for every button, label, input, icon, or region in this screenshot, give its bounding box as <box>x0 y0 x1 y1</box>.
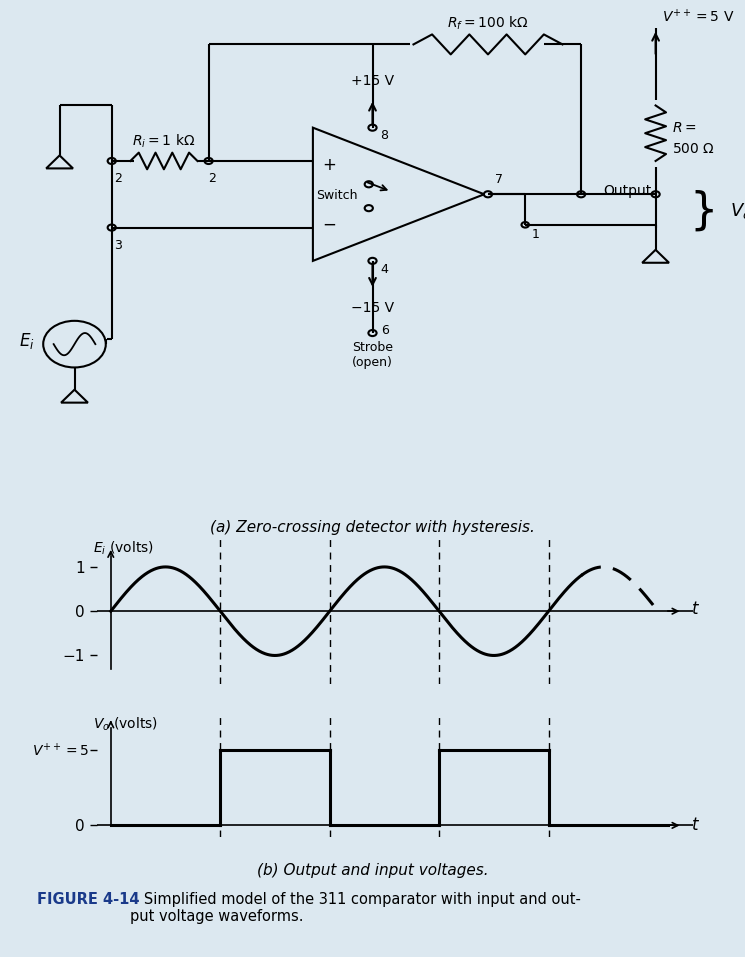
Text: −15 V: −15 V <box>351 300 394 315</box>
Text: $R_f = 100\ \mathrm{k\Omega}$: $R_f = 100\ \mathrm{k\Omega}$ <box>447 14 529 33</box>
Text: $500\ \Omega$: $500\ \Omega$ <box>672 142 715 156</box>
Text: Output: Output <box>603 185 652 198</box>
Text: 7: 7 <box>495 173 503 186</box>
Text: $R =$: $R =$ <box>672 121 697 135</box>
Text: +15 V: +15 V <box>351 74 394 88</box>
Text: $V_o$: $V_o$ <box>730 201 745 221</box>
Text: Switch: Switch <box>316 189 358 202</box>
Text: Strobe
(open): Strobe (open) <box>352 342 393 369</box>
Text: $V^{++} = 5\ \mathrm{V}$: $V^{++} = 5\ \mathrm{V}$ <box>662 8 734 25</box>
Text: 8: 8 <box>380 129 388 143</box>
Text: 1: 1 <box>531 228 539 240</box>
Text: }: } <box>689 189 717 233</box>
Text: $V_o$ (volts): $V_o$ (volts) <box>93 716 159 733</box>
Text: $V^{++}= 5$: $V^{++}= 5$ <box>32 742 90 759</box>
Text: (a) Zero-crossing detector with hysteresis.: (a) Zero-crossing detector with hysteres… <box>210 520 535 535</box>
Text: 2: 2 <box>114 172 121 185</box>
Text: (b) Output and input voltages.: (b) Output and input voltages. <box>257 863 488 879</box>
Text: $t$: $t$ <box>691 600 700 618</box>
Text: $E_i$ (volts): $E_i$ (volts) <box>93 540 154 557</box>
Text: $t$: $t$ <box>691 815 700 834</box>
Text: Simplified model of the 311 comparator with input and out-
put voltage waveforms: Simplified model of the 311 comparator w… <box>130 892 581 924</box>
Text: −: − <box>323 215 336 234</box>
Text: $R_i = 1\ \mathrm{k\Omega}$: $R_i = 1\ \mathrm{k\Omega}$ <box>133 132 195 150</box>
Text: 6: 6 <box>381 323 390 337</box>
Text: 3: 3 <box>114 238 121 252</box>
Text: 4: 4 <box>380 262 388 276</box>
Text: $E_i$: $E_i$ <box>19 331 34 351</box>
Text: 2: 2 <box>209 172 216 185</box>
Text: +: + <box>323 156 336 174</box>
Text: FIGURE 4-14: FIGURE 4-14 <box>37 892 140 907</box>
